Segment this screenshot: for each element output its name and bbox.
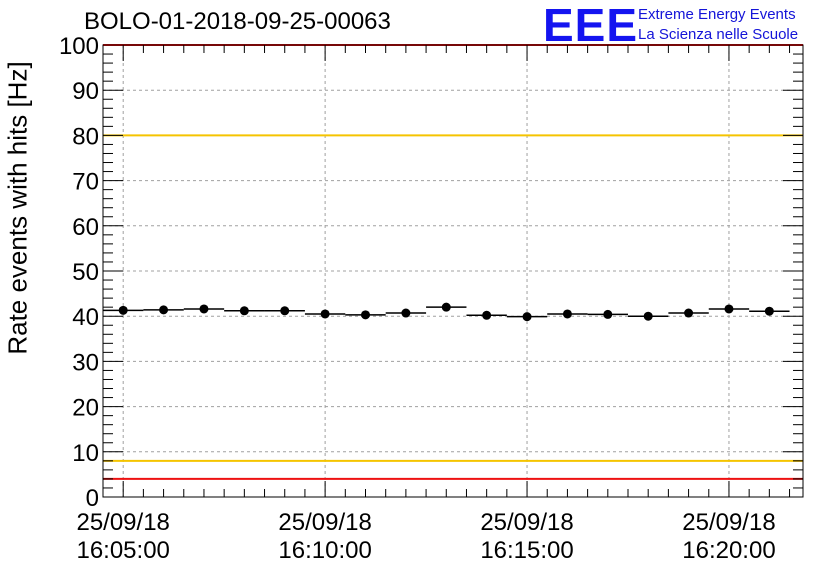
- data-point: [764, 306, 774, 316]
- x-tick-label-date: 25/09/18: [480, 509, 573, 536]
- y-tick-label: 70: [72, 169, 99, 196]
- data-point: [239, 306, 249, 316]
- logo-line-2: La Scienza nelle Scuole: [638, 26, 799, 43]
- data-point: [159, 305, 169, 315]
- data-point: [482, 310, 492, 320]
- data-point: [199, 304, 209, 314]
- data-point: [320, 309, 330, 319]
- data-point: [361, 310, 370, 320]
- data-point: [118, 305, 128, 315]
- y-tick-label: 90: [72, 78, 99, 105]
- data-point: [603, 309, 613, 319]
- data-point: [401, 308, 411, 318]
- x-tick-label-date: 25/09/18: [278, 509, 371, 536]
- x-tick-label-time: 16:20:00: [682, 537, 775, 564]
- y-axis-label: Rate events with hits [Hz]: [2, 61, 33, 355]
- logo-line-1: Extreme Energy Events: [638, 6, 796, 23]
- y-tick-label: 30: [72, 349, 99, 376]
- data-point: [562, 309, 572, 319]
- chart-title: BOLO-01-2018-09-25-00063: [84, 8, 391, 35]
- data-point: [522, 312, 532, 322]
- tick-labels: 010203040506070809010025/09/1816:05:0025…: [59, 33, 776, 564]
- x-tick-label-date: 25/09/18: [682, 509, 775, 536]
- logo-mark: EEE: [543, 0, 639, 51]
- x-tick-label-time: 16:10:00: [278, 537, 371, 564]
- y-tick-label: 60: [72, 214, 99, 241]
- reference-lines: [103, 44, 803, 480]
- y-tick-label: 20: [72, 395, 99, 422]
- y-tick-label: 40: [72, 304, 99, 331]
- y-tick-label: 0: [86, 485, 99, 512]
- x-tick-label-time: 16:05:00: [76, 537, 169, 564]
- y-tick-label: 10: [72, 440, 99, 467]
- data-point: [684, 308, 694, 318]
- data-point: [280, 306, 290, 316]
- grid: [103, 45, 803, 497]
- logo-caption: Extreme Energy Events La Scienza nelle S…: [638, 5, 798, 45]
- plot-frame: [102, 44, 804, 498]
- x-tick-label-time: 16:15:00: [480, 537, 573, 564]
- data-point: [643, 311, 653, 321]
- data-point: [441, 302, 451, 312]
- data-series: [103, 302, 790, 322]
- x-tick-label-date: 25/09/18: [76, 509, 169, 536]
- y-tick-label: 80: [72, 123, 99, 150]
- y-tick-label: 50: [72, 259, 99, 286]
- y-tick-label: 100: [59, 33, 99, 60]
- data-point: [724, 304, 734, 314]
